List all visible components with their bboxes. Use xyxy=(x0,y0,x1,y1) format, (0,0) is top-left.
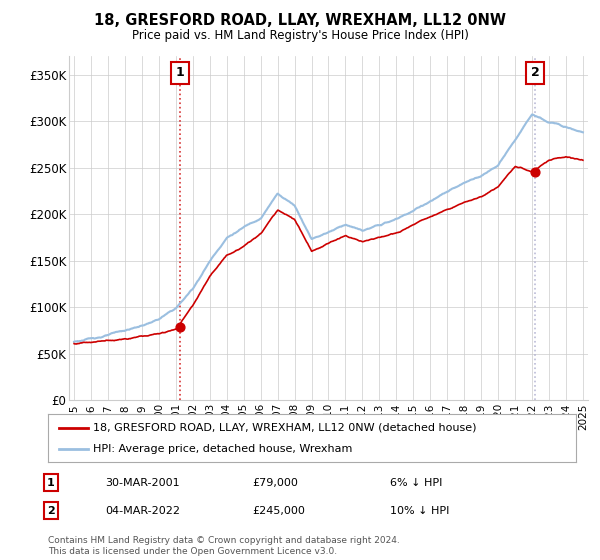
Point xyxy=(530,168,540,177)
Text: £79,000: £79,000 xyxy=(252,478,298,488)
Text: 04-MAR-2022: 04-MAR-2022 xyxy=(105,506,180,516)
Text: 1: 1 xyxy=(176,66,184,80)
Text: Contains HM Land Registry data © Crown copyright and database right 2024.
This d: Contains HM Land Registry data © Crown c… xyxy=(48,536,400,556)
Point xyxy=(175,323,185,332)
Text: 18, GRESFORD ROAD, LLAY, WREXHAM, LL12 0NW (detached house): 18, GRESFORD ROAD, LLAY, WREXHAM, LL12 0… xyxy=(93,423,476,433)
Text: 30-MAR-2001: 30-MAR-2001 xyxy=(105,478,179,488)
Text: 2: 2 xyxy=(530,66,539,80)
Text: £245,000: £245,000 xyxy=(252,506,305,516)
Text: 6% ↓ HPI: 6% ↓ HPI xyxy=(390,478,442,488)
Text: 18, GRESFORD ROAD, LLAY, WREXHAM, LL12 0NW: 18, GRESFORD ROAD, LLAY, WREXHAM, LL12 0… xyxy=(94,13,506,29)
Text: 10% ↓ HPI: 10% ↓ HPI xyxy=(390,506,449,516)
Text: HPI: Average price, detached house, Wrexham: HPI: Average price, detached house, Wrex… xyxy=(93,444,352,454)
Text: Price paid vs. HM Land Registry's House Price Index (HPI): Price paid vs. HM Land Registry's House … xyxy=(131,29,469,42)
Text: 1: 1 xyxy=(47,478,55,488)
Text: 2: 2 xyxy=(47,506,55,516)
